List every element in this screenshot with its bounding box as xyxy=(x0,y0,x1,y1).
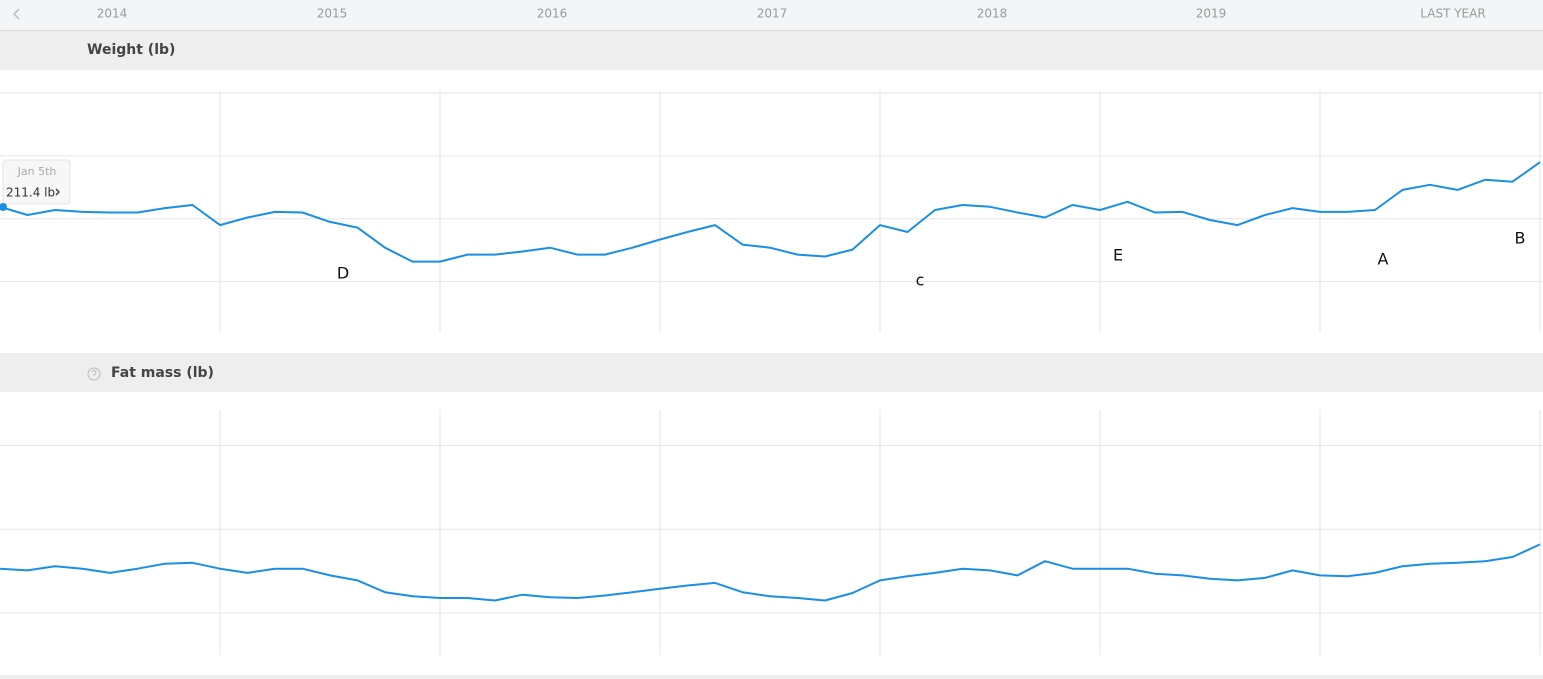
tooltip[interactable]: Jan 5th 211.4 lb xyxy=(0,159,71,211)
bottom-band xyxy=(0,675,1543,679)
nav-bar xyxy=(0,0,1543,30)
chart-title: Weight (lb) xyxy=(87,42,175,58)
tooltip-date: Jan 5th xyxy=(17,165,57,178)
help-icon[interactable] xyxy=(87,367,101,381)
annotation: A xyxy=(1378,250,1389,269)
help-glyph xyxy=(91,370,97,376)
annotation: c xyxy=(916,271,925,290)
annotation: E xyxy=(1113,246,1123,265)
nav-item[interactable]: 2019 xyxy=(1196,7,1227,21)
nav-item[interactable]: 2017 xyxy=(757,7,788,21)
data-line xyxy=(0,543,1541,602)
nav-back[interactable] xyxy=(12,8,20,20)
data-line xyxy=(0,161,1541,263)
nav-item[interactable]: 2016 xyxy=(537,7,568,21)
tooltip-chevron xyxy=(55,188,60,196)
nav-item[interactable]: 2014 xyxy=(97,7,128,21)
annotation: D xyxy=(337,264,349,283)
nav-item[interactable]: 2018 xyxy=(977,7,1008,21)
tooltip-box xyxy=(2,159,71,205)
nav-item[interactable]: LAST YEAR xyxy=(1420,7,1485,21)
nav-item[interactable]: 2015 xyxy=(317,7,348,21)
charts: 2014 2015 2016 2017 2018 2019 LAST YEAR Weight … xyxy=(0,7,1543,655)
tooltip-dot xyxy=(0,203,7,211)
chart-title: Fat mass (lb) xyxy=(111,365,214,381)
section-header xyxy=(0,353,1543,392)
section-header xyxy=(0,31,1543,70)
annotation: B xyxy=(1515,229,1526,248)
tooltip-value: 211.4 lb xyxy=(6,186,55,200)
